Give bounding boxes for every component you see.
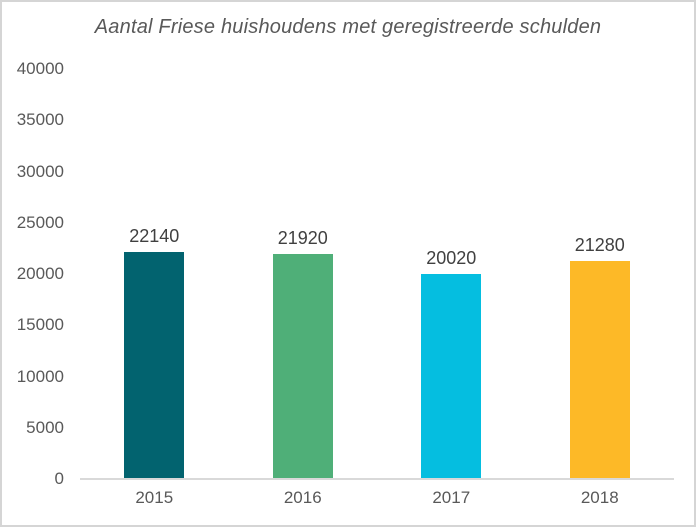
x-category-label-2015: 2015 [135, 488, 174, 507]
chart-title: Aantal Friese huishoudens met geregistre… [94, 16, 602, 38]
y-tick-label-35000: 35000 [16, 110, 64, 130]
x-category-label-2016: 2016 [283, 488, 322, 507]
x-axis-line [80, 478, 674, 480]
y-tick-label-10000: 10000 [16, 366, 64, 386]
data-label-2015: 22140 [129, 226, 180, 247]
data-label-2016: 21920 [277, 228, 328, 249]
plot-area: 22140 21920 20020 21280 [80, 69, 674, 479]
bar-2017 [421, 273, 482, 479]
x-category-label-2018: 2018 [580, 488, 619, 507]
data-label-2018: 21280 [574, 234, 625, 255]
y-tick-label-40000: 40000 [16, 59, 64, 78]
bar-2018 [569, 260, 630, 479]
bar-2016 [272, 254, 333, 479]
y-tick-label-5000: 5000 [26, 417, 64, 437]
y-tick-label-0: 0 [54, 469, 64, 488]
data-label-2017: 20020 [426, 247, 477, 268]
bar-2015 [124, 252, 185, 479]
y-tick-label-20000: 20000 [16, 264, 64, 283]
y-tick-label-30000: 30000 [16, 161, 64, 181]
y-tick-label-15000: 15000 [16, 315, 64, 335]
y-tick-label-25000: 25000 [16, 212, 64, 232]
x-category-label-2017: 2017 [432, 488, 471, 507]
